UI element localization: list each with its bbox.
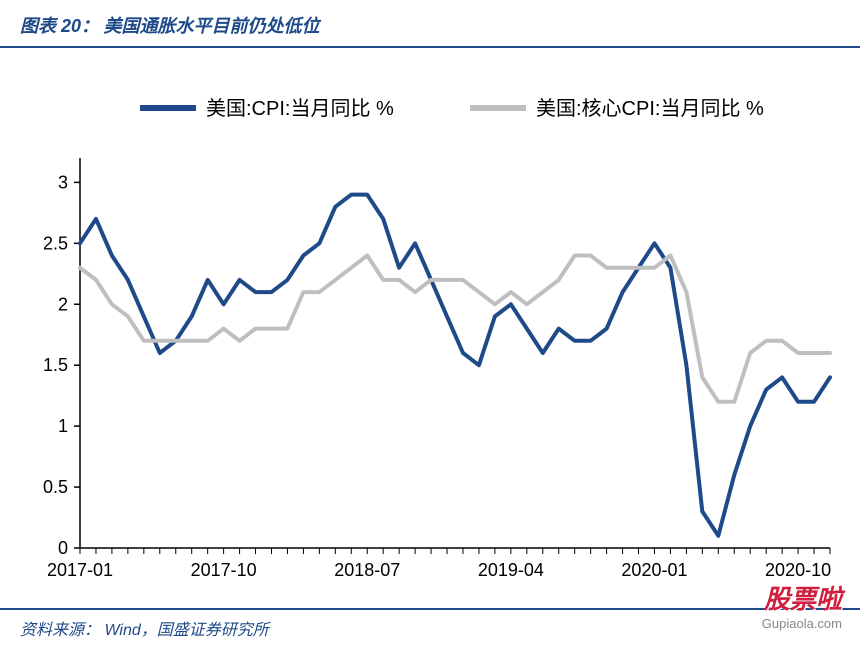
svg-text:2017-10: 2017-10 xyxy=(191,560,257,580)
svg-text:2018-07: 2018-07 xyxy=(334,560,400,580)
source-text: Wind，国盛证券研究所 xyxy=(104,622,268,639)
source-prefix: 资料来源： xyxy=(20,622,100,639)
svg-text:美国:核心CPI:当月同比 %: 美国:核心CPI:当月同比 % xyxy=(536,97,764,120)
svg-text:0.5: 0.5 xyxy=(43,477,68,497)
chart-footer: 资料来源： Wind，国盛证券研究所 xyxy=(0,608,860,646)
svg-text:2017-01: 2017-01 xyxy=(47,560,113,580)
svg-text:2.5: 2.5 xyxy=(43,233,68,253)
watermark: 股票啦 Gupiaola.com xyxy=(762,579,842,631)
svg-text:2020-10: 2020-10 xyxy=(765,560,831,580)
watermark-en: Gupiaola.com xyxy=(762,616,842,631)
svg-text:3: 3 xyxy=(58,172,68,192)
chart-number: 图表 20： xyxy=(20,16,99,36)
line-chart: 美国:CPI:当月同比 % 美国:核心CPI:当月同比 % 0 0.5 1 1.5 2 2.5… xyxy=(0,48,860,608)
svg-text:2020-01: 2020-01 xyxy=(621,560,687,580)
svg-text:美国:CPI:当月同比 %: 美国:CPI:当月同比 % xyxy=(206,97,394,120)
svg-text:1: 1 xyxy=(58,416,68,436)
svg-text:2019-04: 2019-04 xyxy=(478,560,544,580)
svg-text:0: 0 xyxy=(58,538,68,558)
watermark-cn: 股票啦 xyxy=(762,579,842,616)
chart-area: 美国:CPI:当月同比 % 美国:核心CPI:当月同比 % 0 0.5 1 1.5 2 2.5… xyxy=(0,48,860,608)
svg-text:2: 2 xyxy=(58,294,68,314)
chart-header: 图表 20： 美国通胀水平目前仍处低位 xyxy=(0,0,860,48)
svg-text:1.5: 1.5 xyxy=(43,355,68,375)
chart-title: 美国通胀水平目前仍处低位 xyxy=(103,16,319,36)
